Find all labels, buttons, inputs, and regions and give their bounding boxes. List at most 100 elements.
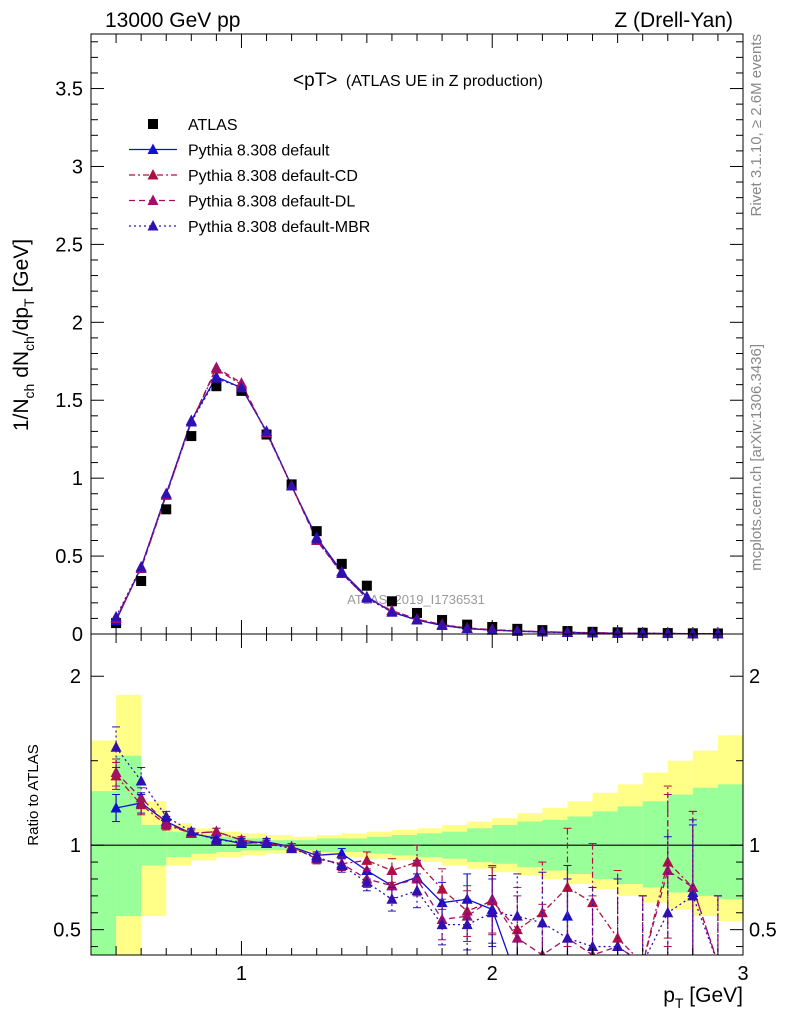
- ratio-point-mbr: [185, 825, 197, 837]
- legend-label-dl: Pythia 8.308 default-DL: [188, 194, 355, 211]
- ratio-y-tick-label-left: 1: [70, 835, 81, 857]
- band-inner: [717, 784, 743, 900]
- ratio-point-mbr: [587, 940, 599, 952]
- ratio-point-dl: [486, 893, 498, 904]
- legend-marker-cd: [147, 169, 159, 180]
- ratio-point-mbr: [486, 906, 498, 918]
- ratio-point-dl: [210, 825, 222, 837]
- data-point-atlas: [412, 607, 422, 618]
- y-tick-label: 1: [72, 468, 83, 490]
- ratio-point-mbr: [210, 834, 222, 845]
- data-point-mbr: [210, 372, 222, 383]
- ratio-point-default: [336, 847, 348, 859]
- ratio-point-dl: [411, 872, 423, 884]
- data-point-mbr: [486, 624, 498, 635]
- ratio-point-cd: [436, 883, 448, 894]
- legend-marker-atlas: [148, 119, 158, 129]
- ratio-point-mbr: [436, 918, 448, 930]
- data-point-mbr: [436, 619, 448, 630]
- band-inner: [241, 838, 267, 851]
- legend-label-atlas: ATLAS: [188, 117, 238, 134]
- ratio-point-mbr: [110, 741, 122, 752]
- ratio-point-mbr: [386, 893, 398, 904]
- legend-label-cd: Pythia 8.308 default-CD: [188, 168, 358, 185]
- ratio-point-mbr: [261, 837, 273, 848]
- watermark: ATLAS_2019_I1736531: [347, 592, 485, 607]
- ratio-point-mbr: [561, 932, 573, 943]
- ratio-point-dl: [637, 957, 648, 968]
- legend-marker-dl: [147, 194, 159, 205]
- header-collision-label: 13000 GeV pp: [105, 9, 240, 32]
- band-inner: [191, 835, 217, 854]
- data-point-mbr: [386, 606, 398, 617]
- band-inner: [517, 821, 543, 868]
- main-panel-ticks: [91, 34, 744, 635]
- ratio-y-tick-label-right: 2: [749, 666, 760, 688]
- ratio-point-dl: [135, 791, 147, 803]
- data-point-mbr: [461, 622, 473, 634]
- data-point-mbr: [235, 381, 247, 393]
- ratio-y-tick-labels: 0.5 0.5 1 1 2 2: [53, 666, 777, 941]
- legend: ATLAS Pythia 8.308 default Pythia 8.308 de…: [129, 117, 370, 236]
- ratio-uncertainty-bands: [91, 694, 743, 955]
- data-point-mbr: [511, 625, 523, 636]
- ratio-point-mbr: [612, 940, 624, 952]
- main-y-tick-labels: 0 0.5 1 1.5 2 2.5 3 3.5: [55, 79, 83, 646]
- ratio-point-dl: [160, 817, 172, 828]
- data-point-mbr: [687, 627, 699, 639]
- ratio-point-default: [110, 802, 122, 813]
- rivet-version-label: Rivet 3.1.10, ≥ 2.6M events: [748, 34, 765, 217]
- data-point-mbr: [612, 627, 624, 638]
- data-point-mbr: [185, 416, 197, 427]
- main-y-axis-label: 1/Nch dNch/dpT [GeV]: [10, 239, 37, 431]
- y-tick-label: 1.5: [55, 390, 83, 412]
- data-point-atlas: [386, 596, 397, 607]
- data-point-mbr: [261, 425, 273, 436]
- data-point-atlas: [136, 576, 147, 587]
- ratio-point-dl: [461, 910, 473, 921]
- header-process-label: Z (Drell-Yan): [614, 9, 733, 32]
- data-point-mbr: [311, 532, 323, 544]
- data-point-atlas: [186, 431, 197, 442]
- ratio-y-tick-label-left: 0.5: [53, 920, 81, 942]
- ratio-series-layer: [110, 726, 723, 968]
- ratio-point-dl: [110, 766, 122, 778]
- ratio-point-mbr: [160, 810, 172, 821]
- y-tick-label: 2: [72, 312, 83, 334]
- data-point-mbr: [286, 479, 298, 491]
- ratio-point-default: [361, 864, 373, 876]
- x-tick-label: 1: [236, 963, 247, 985]
- y-tick-label: 3: [72, 156, 83, 178]
- chart-title: <pT> (ATLAS UE in Z production): [293, 70, 543, 91]
- ratio-panel-frame: [90, 633, 744, 956]
- ratio-point-cd: [712, 957, 723, 968]
- data-point-atlas: [311, 526, 322, 537]
- data-point-mbr: [110, 610, 122, 622]
- mcplots-reference-label: mcplots.cern.ch [arXiv:1306.3436]: [748, 344, 765, 571]
- band-inner: [692, 787, 718, 896]
- x-tick-label: 3: [737, 963, 748, 985]
- band-inner: [216, 836, 242, 852]
- ratio-point-cd: [411, 856, 423, 867]
- data-point-atlas: [161, 504, 172, 515]
- ratio-point-mbr: [536, 916, 548, 928]
- ratio-point-dl: [712, 957, 723, 968]
- ratio-y-tick-label-left: 2: [70, 666, 81, 688]
- y-tick-label: 3.5: [55, 79, 83, 101]
- data-point-mbr: [637, 627, 649, 638]
- ratio-y-axis-label: Ratio to ATLAS: [25, 744, 42, 845]
- x-tick-labels: 1 2 3: [236, 963, 749, 985]
- band-inner: [667, 794, 693, 893]
- data-point-atlas: [361, 580, 372, 591]
- ratio-point-mbr: [311, 851, 323, 862]
- ratio-point-cd: [637, 957, 648, 968]
- ratio-y-tick-label-right: 1: [749, 835, 760, 857]
- ratio-point-mbr: [511, 910, 523, 921]
- data-point-mbr: [411, 613, 423, 625]
- ratio-point-mbr: [461, 918, 473, 930]
- ratio-y-tick-label-right: 0.5: [749, 920, 777, 942]
- ratio-point-mbr: [135, 774, 147, 786]
- ratio-point-mbr: [712, 957, 723, 968]
- data-point-mbr: [712, 627, 724, 639]
